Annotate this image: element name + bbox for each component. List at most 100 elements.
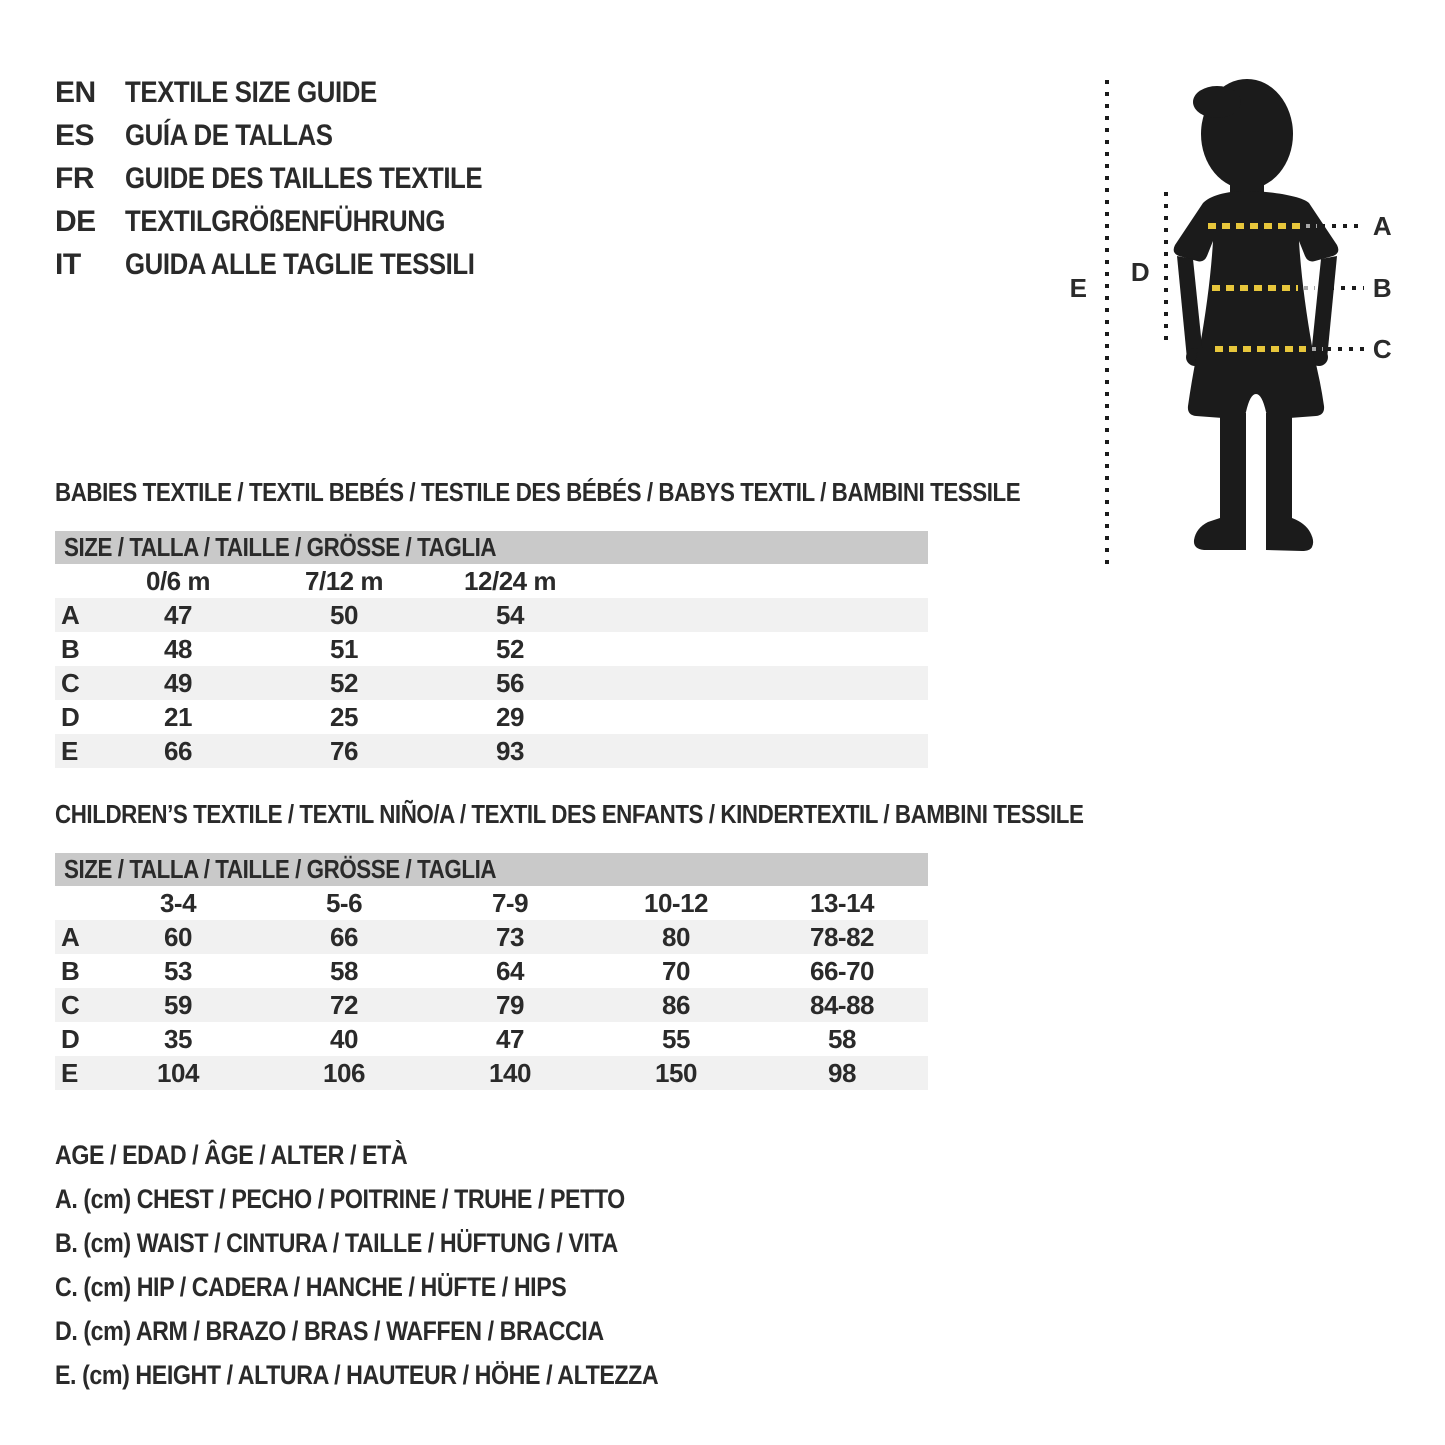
size-column-header: 7/12 m bbox=[305, 565, 383, 596]
language-code: ES bbox=[55, 119, 95, 152]
babies-row-d: D 21 25 29 bbox=[55, 700, 928, 734]
cell-value: 79 bbox=[496, 989, 524, 1020]
size-header-label: SIZE / TALLA / TAILLE / GRÖSSE / TAGLIA bbox=[64, 854, 497, 884]
header-language-block: EN TEXTILE SIZE GUIDE ES GUÍA DE TALLAS … bbox=[55, 71, 540, 286]
cell-value: 106 bbox=[323, 1057, 365, 1088]
row-letter: B bbox=[61, 633, 80, 664]
children-section-title: CHILDREN’S TEXTILE / TEXTIL NIÑO/A / TEX… bbox=[55, 800, 1251, 828]
cell-value: 66 bbox=[164, 735, 192, 766]
children-row-b: B 53 58 64 70 66-70 bbox=[55, 954, 928, 988]
figure-label-arm-d: D bbox=[1131, 257, 1149, 287]
language-row-fr: FR GUIDE DES TAILLES TEXTILE bbox=[55, 157, 540, 200]
size-column-header: 5-6 bbox=[325, 887, 363, 918]
row-letter: D bbox=[61, 1023, 80, 1054]
cell-value: 72 bbox=[330, 989, 358, 1020]
legend-line-hip: C. (cm) HIP / CADERA / HANCHE / HÜFTE / … bbox=[55, 1265, 756, 1309]
language-row-es: ES GUÍA DE TALLAS bbox=[55, 114, 540, 157]
measurement-figure: A B C D E bbox=[1070, 79, 1392, 572]
cell-value: 48 bbox=[164, 633, 192, 664]
language-title: TEXTILE SIZE GUIDE bbox=[125, 76, 377, 109]
children-size-table: SIZE / TALLA / TAILLE / GRÖSSE / TAGLIA … bbox=[55, 853, 928, 1090]
figure-label-hip-c: C bbox=[1373, 334, 1392, 364]
row-letter: A bbox=[61, 921, 80, 952]
language-code: FR bbox=[55, 162, 95, 195]
language-row-de: DE TEXTILGRÖßENFÜHRUNG bbox=[55, 200, 540, 243]
cell-value: 80 bbox=[662, 921, 690, 952]
cell-value: 104 bbox=[157, 1057, 199, 1088]
cell-value: 66 bbox=[330, 921, 358, 952]
language-code: EN bbox=[55, 76, 96, 109]
cell-value: 140 bbox=[489, 1057, 531, 1088]
figure-label-height-e: E bbox=[1070, 273, 1087, 303]
legend-text: AGE / EDAD / ÂGE / ALTER / ETÀ bbox=[55, 1140, 408, 1170]
size-column-header: 10-12 bbox=[644, 887, 709, 918]
children-row-c: C 59 72 79 86 84-88 bbox=[55, 988, 928, 1022]
babies-section-title: BABIES TEXTILE / TEXTIL BEBÉS / TESTILE … bbox=[55, 478, 1177, 506]
babies-size-columns-row: 0/6 m 7/12 m 12/24 m bbox=[55, 564, 928, 598]
babies-size-table: SIZE / TALLA / TAILLE / GRÖSSE / TAGLIA … bbox=[55, 531, 928, 768]
children-section-title-text: CHILDREN’S TEXTILE / TEXTIL NIÑO/A / TEX… bbox=[55, 799, 1084, 829]
size-column-header: 0/6 m bbox=[146, 565, 211, 596]
cell-value: 49 bbox=[164, 667, 192, 698]
language-title: TEXTILGRÖßENFÜHRUNG bbox=[125, 205, 446, 238]
cell-value: 52 bbox=[330, 667, 358, 698]
cell-value: 53 bbox=[164, 955, 192, 986]
cell-value: 56 bbox=[496, 667, 524, 698]
cell-value: 86 bbox=[662, 989, 690, 1020]
cell-value: 29 bbox=[496, 701, 524, 732]
child-silhouette-icon bbox=[1173, 79, 1339, 551]
children-size-columns-row: 3-4 5-6 7-9 10-12 13-14 bbox=[55, 886, 928, 920]
cell-value: 98 bbox=[828, 1057, 856, 1088]
cell-value: 78-82 bbox=[810, 921, 875, 952]
cell-value: 47 bbox=[496, 1023, 524, 1054]
cell-value: 73 bbox=[496, 921, 524, 952]
babies-section-title-text: BABIES TEXTILE / TEXTIL BEBÉS / TESTILE … bbox=[55, 477, 1021, 507]
children-row-d: D 35 40 47 55 58 bbox=[55, 1022, 928, 1056]
figure-label-waist-b: B bbox=[1373, 273, 1391, 303]
cell-value: 66-70 bbox=[810, 955, 875, 986]
row-letter: C bbox=[61, 667, 80, 698]
legend-text: A. (cm) CHEST / PECHO / POITRINE / TRUHE… bbox=[55, 1184, 625, 1214]
cell-value: 60 bbox=[164, 921, 192, 952]
cell-value: 55 bbox=[662, 1023, 690, 1054]
language-title: GUIDE DES TAILLES TEXTILE bbox=[125, 162, 483, 195]
figure-label-chest-a: A bbox=[1373, 211, 1392, 241]
cell-value: 58 bbox=[828, 1023, 856, 1054]
legend-line-chest: A. (cm) CHEST / PECHO / POITRINE / TRUHE… bbox=[55, 1177, 756, 1221]
children-size-header-bar: SIZE / TALLA / TAILLE / GRÖSSE / TAGLIA bbox=[55, 853, 928, 886]
row-letter: E bbox=[61, 735, 78, 766]
babies-row-e: E 66 76 93 bbox=[55, 734, 928, 768]
size-column-header: 7-9 bbox=[491, 887, 529, 918]
legend-line-age: AGE / EDAD / ÂGE / ALTER / ETÀ bbox=[55, 1133, 756, 1177]
legend-line-height: E. (cm) HEIGHT / ALTURA / HAUTEUR / HÖHE… bbox=[55, 1353, 756, 1397]
language-row-it: IT GUIDA ALLE TAGLIE TESSILI bbox=[55, 243, 540, 286]
cell-value: 50 bbox=[330, 599, 358, 630]
language-code: DE bbox=[55, 205, 96, 238]
cell-value: 40 bbox=[330, 1023, 358, 1054]
cell-value: 35 bbox=[164, 1023, 192, 1054]
cell-value: 25 bbox=[330, 701, 358, 732]
babies-size-header-bar: SIZE / TALLA / TAILLE / GRÖSSE / TAGLIA bbox=[55, 531, 928, 564]
cell-value: 52 bbox=[496, 633, 524, 664]
children-row-a: A 60 66 73 80 78-82 bbox=[55, 920, 928, 954]
cell-value: 51 bbox=[330, 633, 358, 664]
row-letter: D bbox=[61, 701, 80, 732]
babies-row-c: C 49 52 56 bbox=[55, 666, 928, 700]
babies-row-b: B 48 51 52 bbox=[55, 632, 928, 666]
legend-text: C. (cm) HIP / CADERA / HANCHE / HÜFTE / … bbox=[55, 1272, 567, 1302]
legend-text: B. (cm) WAIST / CINTURA / TAILLE / HÜFTU… bbox=[55, 1228, 618, 1258]
cell-value: 59 bbox=[164, 989, 192, 1020]
legend-block: AGE / EDAD / ÂGE / ALTER / ETÀ A. (cm) C… bbox=[55, 1133, 756, 1397]
language-title: GUÍA DE TALLAS bbox=[125, 119, 333, 152]
size-column-header: 3-4 bbox=[159, 887, 197, 918]
cell-value: 93 bbox=[496, 735, 524, 766]
cell-value: 54 bbox=[496, 599, 524, 630]
cell-value: 21 bbox=[164, 701, 192, 732]
size-column-header: 12/24 m bbox=[464, 565, 556, 596]
language-row-en: EN TEXTILE SIZE GUIDE bbox=[55, 71, 540, 114]
cell-value: 70 bbox=[662, 955, 690, 986]
legend-text: E. (cm) HEIGHT / ALTURA / HAUTEUR / HÖHE… bbox=[55, 1360, 659, 1390]
cell-value: 150 bbox=[655, 1057, 697, 1088]
language-code: IT bbox=[55, 248, 81, 281]
